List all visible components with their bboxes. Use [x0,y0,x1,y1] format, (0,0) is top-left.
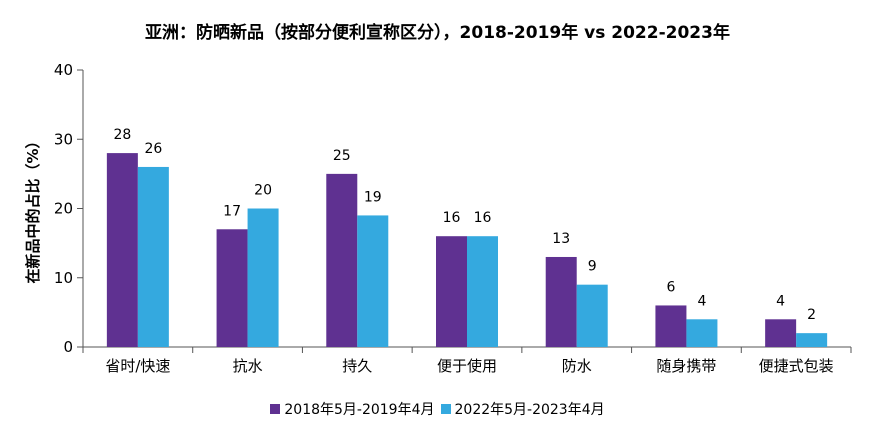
bar-series2 [467,236,498,347]
bar-series2 [357,215,389,347]
x-tick-label: 防水 [562,357,592,375]
legend-item: 2018年5月-2019年4月 [270,399,435,419]
bar-series2 [796,333,828,347]
data-label: 6 [666,279,675,295]
y-tick-label: 40 [54,61,73,79]
y-axis-title-group: 在新品中的占比（%） [24,133,42,283]
x-tick-label: 便捷式包装 [759,357,834,375]
x-tick-label: 便于使用 [437,357,497,375]
data-label: 19 [364,189,382,205]
data-label: 4 [776,293,785,309]
data-label: 2 [807,307,816,323]
bar-series1 [326,173,358,347]
legend-label: 2018年5月-2019年4月 [284,402,435,418]
bar-series1 [545,256,577,347]
data-label: 25 [333,148,351,164]
bars [106,153,828,347]
legend-item: 2022年5月-2023年4月 [440,399,605,419]
legend-swatch [440,404,451,414]
chart-title: 亚洲：防晒新品（按部分便利宣称区分），2018-2019年 vs 2022-20… [145,23,730,43]
data-label: 13 [552,231,570,247]
bar-series2 [686,319,718,347]
y-tick-label: 0 [63,338,73,356]
bar-series2 [576,284,608,347]
x-tick-label: 随身携带 [656,357,716,375]
bar-series1 [765,319,797,347]
data-label: 16 [443,210,461,226]
data-labels: 28 26 17 20 25 19 16 16 13 9 6 4 4 2 [113,127,816,323]
bar-series2 [247,208,279,347]
legend: 2018年5月-2019年4月 2022年5月-2023年4月 [0,399,875,419]
axes: 0 10 20 30 40 省时/快速 抗水 持久 便于使用 防水 随身携带 便捷式包装 [54,61,852,375]
y-tick-label: 30 [54,130,73,148]
data-label: 17 [223,203,241,219]
bar-series1 [216,229,248,347]
bar-series1 [436,236,467,347]
y-tick-label: 20 [54,200,73,218]
legend-label: 2022年5月-2023年4月 [454,402,605,418]
data-label: 28 [113,127,131,143]
data-label: 4 [697,293,706,309]
x-tick-label: 省时/快速 [105,357,170,375]
data-label: 26 [144,141,162,157]
data-label: 20 [254,183,272,199]
x-tick-label: 持久 [342,357,372,375]
y-tick-label: 10 [54,269,73,287]
legend-swatch [270,404,281,414]
x-tick-label: 抗水 [233,357,263,375]
data-label: 16 [474,210,492,226]
bar-series1 [106,153,138,347]
bar-series2 [137,166,169,347]
bar-series1 [655,305,687,347]
y-axis-title: 在新品中的占比（%） [24,133,42,283]
data-label: 9 [588,259,597,275]
